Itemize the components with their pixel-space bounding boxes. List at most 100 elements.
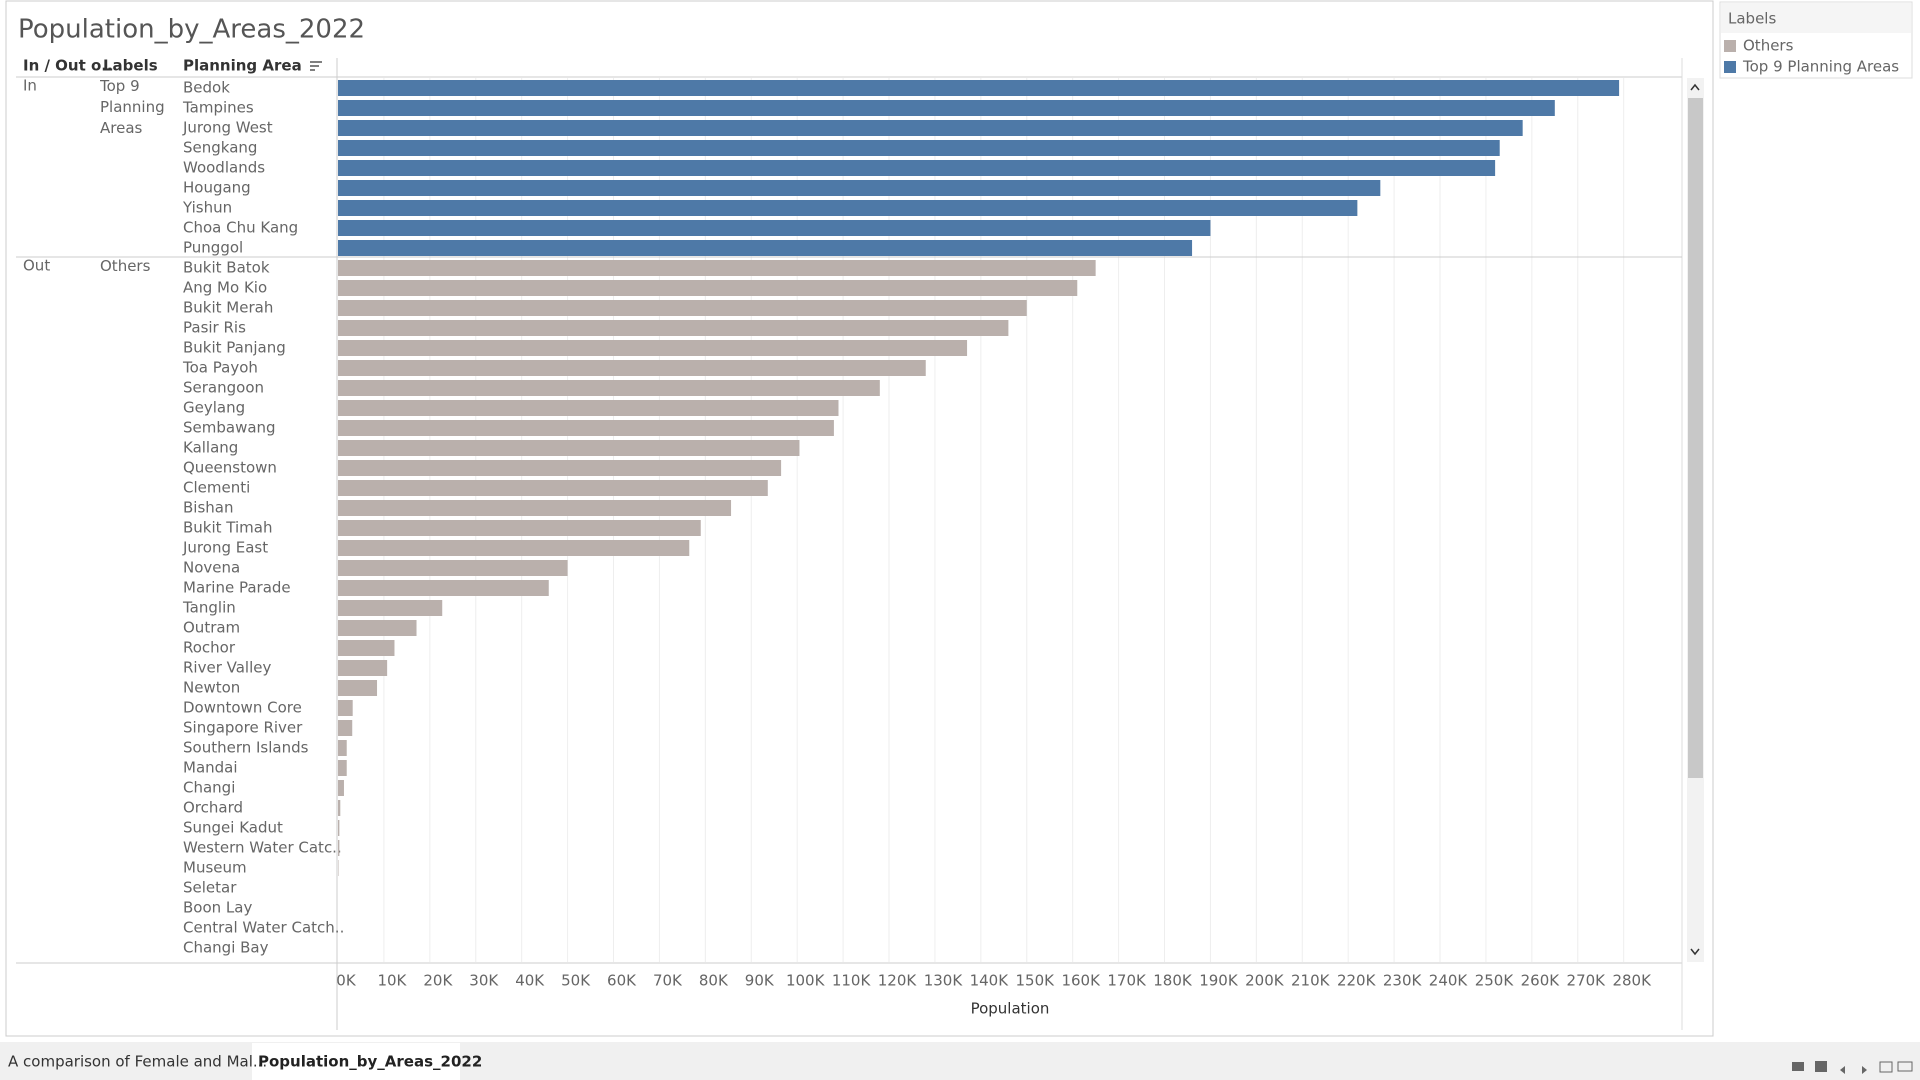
x-tick-label: 120K: [878, 972, 918, 990]
x-tick-label: 200K: [1245, 972, 1285, 990]
category-label: Museum: [183, 859, 247, 877]
x-tick-label: 110K: [832, 972, 872, 990]
x-tick-label: 70K: [653, 972, 683, 990]
column-header[interactable]: Planning Area: [183, 57, 302, 75]
bar: [338, 840, 340, 856]
bar: [338, 680, 378, 696]
x-tick-label: 20K: [423, 972, 453, 990]
category-label: Bedok: [183, 79, 230, 97]
bar: [338, 580, 549, 596]
category-label: Toa Payoh: [182, 359, 258, 377]
category-label: Yishun: [182, 199, 232, 217]
category-label: Marine Parade: [183, 579, 291, 597]
group-label: Others: [100, 257, 151, 275]
category-label: River Valley: [183, 659, 271, 677]
bar: [338, 120, 1523, 136]
category-label: Clementi: [183, 479, 250, 497]
category-label: Southern Islands: [183, 739, 309, 757]
category-label: Western Water Catc..: [183, 839, 342, 857]
x-tick-label: 210K: [1291, 972, 1331, 990]
category-label: Hougang: [183, 179, 251, 197]
category-label: Jurong East: [182, 539, 268, 557]
bar: [338, 440, 800, 456]
category-label: Changi: [183, 779, 235, 797]
category-label: Rochor: [183, 639, 236, 657]
sheet-tab[interactable]: A comparison of Female and Mal...: [8, 1053, 267, 1071]
nav-controls[interactable]: [1792, 1061, 1913, 1074]
category-label: Tampines: [182, 99, 254, 117]
category-label: Punggol: [183, 239, 243, 257]
x-tick-label: 150K: [1016, 972, 1056, 990]
category-label: Newton: [183, 679, 240, 697]
bar: [338, 180, 1381, 196]
category-label: Geylang: [183, 399, 245, 417]
category-label: Changi Bay: [183, 939, 269, 957]
bar: [338, 80, 1620, 96]
x-tick-label: 280K: [1612, 972, 1652, 990]
bar: [338, 420, 834, 436]
x-tick-label: 40K: [515, 972, 545, 990]
bar: [338, 660, 388, 676]
x-tick-label: 190K: [1199, 972, 1239, 990]
category-label: Singapore River: [183, 719, 303, 737]
bar: [338, 780, 344, 796]
x-tick-label: 10K: [377, 972, 407, 990]
bar: [338, 560, 568, 576]
group-label-text: Top 9 Planning Areas: [100, 77, 165, 137]
x-tick-label: 250K: [1475, 972, 1515, 990]
category-label: Downtown Core: [183, 699, 302, 717]
bar: [338, 640, 395, 656]
sheet-tab[interactable]: Population_by_Areas_2022: [258, 1053, 482, 1071]
x-tick-label: 140K: [970, 972, 1010, 990]
category-label: Mandai: [183, 759, 238, 777]
legend-swatch: [1724, 40, 1736, 52]
bar: [338, 480, 768, 496]
x-tick-label: 220K: [1337, 972, 1377, 990]
bar: [338, 380, 880, 396]
category-label: Serangoon: [183, 379, 264, 397]
bar: [338, 340, 968, 356]
category-label: Bukit Batok: [183, 259, 270, 277]
scrollbar[interactable]: [1687, 78, 1704, 962]
x-axis-title: Population: [971, 1000, 1050, 1018]
in-out-label: Out: [23, 257, 50, 275]
group-label-text: Others: [100, 257, 151, 275]
bar: [338, 740, 347, 756]
chart: 0K 10K 20K 30K 40K 50K 60K 70K 80K 90K 100K 110K 120…: [16, 77, 1682, 990]
category-label: Sengkang: [183, 139, 257, 157]
bar: [338, 160, 1496, 176]
x-tick-label: 50K: [561, 972, 591, 990]
category-label: Pasir Ris: [183, 319, 246, 337]
x-tick-label: 270K: [1567, 972, 1607, 990]
active-tab[interactable]: [252, 1043, 460, 1080]
x-tick-label: 0K: [336, 972, 357, 990]
legend-label: Others: [1743, 37, 1794, 55]
category-label: Woodlands: [183, 159, 265, 177]
bar: [338, 200, 1358, 216]
legend-title: Labels: [1728, 10, 1776, 28]
bar: [338, 520, 701, 536]
sheet-title: Population_by_Areas_2022: [18, 15, 365, 45]
x-tick-label: 60K: [607, 972, 637, 990]
sort-icon[interactable]: [310, 61, 322, 71]
legend: Labels Others Top 9 Planning Areas: [1719, 1, 1913, 79]
group-label: Top 9 Planning Areas: [100, 77, 165, 137]
column-header[interactable]: In / Out o..: [23, 57, 113, 75]
category-label: Bukit Panjang: [183, 339, 286, 357]
category-label: Choa Chu Kang: [183, 219, 298, 237]
x-tick-label: 100K: [786, 972, 826, 990]
bar: [338, 100, 1555, 116]
bar: [338, 260, 1096, 276]
category-label: Sungei Kadut: [183, 819, 283, 837]
bar: [338, 500, 732, 516]
category-label: Bukit Merah: [183, 299, 273, 317]
in-out-label: In: [23, 77, 37, 95]
bar: [338, 760, 347, 776]
bar: [338, 140, 1500, 156]
x-tick-label: 180K: [1153, 972, 1193, 990]
x-tick-label: 160K: [1061, 972, 1101, 990]
category-label: Ang Mo Kio: [183, 279, 267, 297]
category-label: Novena: [183, 559, 240, 577]
column-header[interactable]: Labels: [103, 57, 158, 75]
